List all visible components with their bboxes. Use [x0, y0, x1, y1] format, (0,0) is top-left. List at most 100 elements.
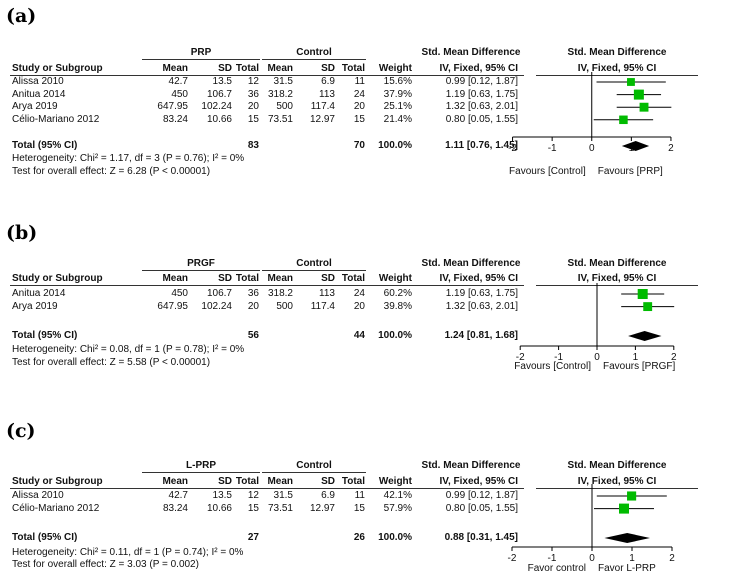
column-header: IV, Fixed, 95% CI: [439, 63, 518, 74]
table-cell-n2: 20: [353, 101, 365, 113]
forest-plot-panel-a: (a) PRP Control Std. Mean Difference Std. Me…: [0, 0, 754, 190]
plot-column-header: IV, Fixed, 95% CI: [577, 273, 657, 284]
x-tick-label: -2: [508, 143, 517, 154]
column-header: SD: [321, 476, 335, 487]
forest-plot-graphic: -2 -1 0 1 2 Favor control Favor L-PRP: [508, 484, 675, 574]
panel-label: (a): [6, 5, 37, 27]
group-header-control: Control: [296, 47, 332, 58]
table-cell-study: Arya 2019: [12, 300, 58, 312]
column-header: Total: [235, 63, 259, 74]
column-header: Weight: [378, 63, 412, 74]
study-marker: [619, 503, 629, 514]
study-marker: [627, 78, 635, 86]
favours-right-label: Favours [PRGF]: [603, 361, 675, 372]
table-cell-sd1: 106.7: [206, 288, 232, 299]
table-cell-sd2: 6.9: [321, 76, 335, 87]
table-cell-m2: 500: [276, 300, 293, 312]
table-cell-w: 15.6%: [383, 76, 412, 87]
study-marker: [627, 491, 637, 501]
study-marker: [643, 302, 653, 312]
forest-plot-panel-c: (c) L-PRP Control Std. Mean Difference Std. …: [0, 384, 754, 574]
group-header-control: Control: [296, 258, 332, 269]
panel-label: (b): [6, 222, 38, 244]
table-cell-sd1: 10.66: [206, 113, 232, 125]
x-tick-label: 1: [629, 553, 635, 564]
x-tick-label: 1: [633, 352, 639, 363]
x-tick-label: -1: [554, 352, 563, 363]
x-tick-label: 2: [671, 352, 677, 363]
table-cell-sd1: 102.24: [201, 300, 232, 312]
table-cell-sd1: 13.5: [212, 490, 232, 501]
table-cell-ci: 1.32 [0.63, 2.01]: [445, 300, 518, 312]
table-cell-n1: 20: [247, 300, 259, 312]
column-header: Total: [341, 63, 365, 74]
table-cell-sd2: 113: [319, 288, 335, 299]
x-tick-label: 0: [594, 352, 600, 363]
table-cell-m2: 31.5: [273, 76, 293, 87]
table-cell-sd1: 106.7: [206, 88, 232, 100]
pooled-diamond: [621, 141, 650, 151]
column-header: IV, Fixed, 95% CI: [439, 476, 518, 487]
plot-column-header: IV, Fixed, 95% CI: [577, 476, 657, 487]
column-header: SD: [218, 63, 232, 74]
column-header: Total: [341, 273, 365, 284]
table-cell-ci: 0.80 [0.05, 1.55]: [445, 502, 518, 514]
table-cell-m1: 83.24: [162, 502, 188, 514]
table-cell-w: 37.9%: [383, 88, 412, 100]
total-ci: 1.24 [0.81, 1.68]: [444, 330, 518, 341]
x-tick-label: -2: [508, 553, 517, 564]
table-cell-m2: 318.2: [267, 88, 293, 100]
total-ci: 1.11 [0.76, 1.45]: [445, 140, 518, 151]
column-header: Mean: [162, 63, 188, 74]
table-cell-sd1: 13.5: [212, 76, 232, 87]
column-header: SD: [218, 273, 232, 284]
table-cell-ci: 1.19 [0.63, 1.75]: [445, 288, 518, 299]
column-header: Mean: [162, 476, 188, 487]
plot-smd-header: Std. Mean Difference: [567, 47, 667, 58]
plot-smd-header: Std. Mean Difference: [567, 460, 667, 471]
total-n-experimental: 27: [247, 532, 259, 543]
table-cell-m2: 318.2: [267, 288, 293, 299]
plot-header-rule: [536, 75, 698, 76]
overall-effect-text: Test for overall effect: Z = 6.28 (P < 0…: [12, 166, 211, 177]
table-cell-sd2: 117.4: [310, 101, 335, 113]
total-weight: 100.0%: [378, 140, 412, 151]
x-tick-label: -1: [548, 143, 557, 154]
study-marker: [637, 289, 648, 299]
table-cell-w: 25.1%: [383, 101, 412, 113]
group-rule-control: [262, 270, 366, 271]
table-cell-n2: 20: [353, 300, 365, 312]
heterogeneity-text: Heterogeneity: Chi² = 0.11, df = 1 (P = …: [12, 547, 244, 558]
x-tick-label: 0: [589, 143, 595, 154]
table-cell-ci: 0.99 [0.12, 1.87]: [445, 76, 518, 87]
total-weight: 100.0%: [378, 532, 412, 543]
table-cell-ci: 1.32 [0.63, 2.01]: [445, 101, 518, 113]
total-label: Total (95% CI): [12, 532, 78, 543]
table-cell-n1: 20: [247, 101, 259, 113]
heterogeneity-text: Heterogeneity: Chi² = 0.08, df = 1 (P = …: [12, 344, 245, 355]
total-label: Total (95% CI): [12, 140, 78, 151]
column-header: IV, Fixed, 95% CI: [439, 273, 518, 284]
group-header-experimental: L-PRP: [186, 460, 216, 471]
column-header: Total: [235, 273, 259, 284]
table-cell-sd1: 10.66: [206, 502, 232, 514]
favours-left-label: Favours [Control]: [509, 166, 586, 177]
overall-effect-text: Test for overall effect: Z = 3.03 (P = 0…: [12, 559, 199, 570]
x-tick-label: 2: [669, 553, 675, 564]
header-rule: [10, 285, 524, 286]
table-cell-n2: 15: [353, 502, 365, 514]
table-cell-w: 57.9%: [383, 502, 412, 514]
table-cell-study: Anitua 2014: [12, 88, 66, 100]
study-marker: [619, 115, 628, 125]
plot-smd-header: Std. Mean Difference: [567, 258, 667, 269]
total-n-control: 26: [353, 532, 365, 543]
column-header: Mean: [267, 63, 293, 74]
table-cell-sd2: 6.9: [321, 490, 335, 501]
table-cell-ci: 1.19 [0.63, 1.75]: [445, 88, 518, 100]
plot-header-rule: [536, 488, 698, 489]
table-cell-ci: 0.99 [0.12, 1.87]: [445, 490, 518, 501]
column-header: SD: [218, 476, 232, 487]
table-cell-n2: 24: [353, 88, 365, 100]
group-rule-experimental: [142, 59, 260, 60]
table-cell-study: Célio-Mariano 2012: [12, 113, 100, 125]
